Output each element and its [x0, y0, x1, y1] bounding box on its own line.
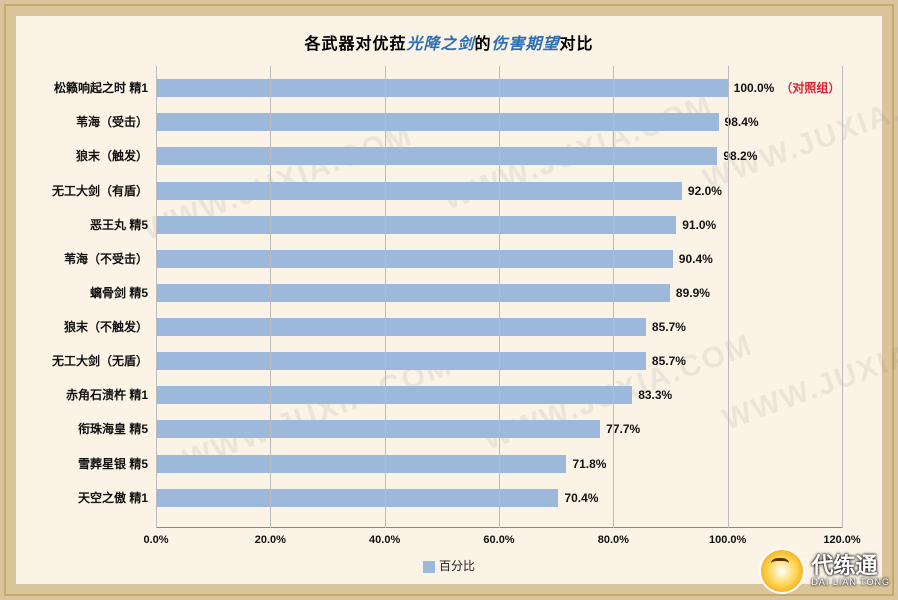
bar [156, 386, 632, 404]
bar [156, 318, 646, 336]
bar [156, 455, 566, 473]
bar-value-label: 83.3% [632, 382, 672, 408]
x-tick-label: 40.0% [369, 528, 400, 546]
bar [156, 420, 600, 438]
bar [156, 216, 676, 234]
chart-title: 各武器对优菈光降之剑的伤害期望对比 [16, 16, 882, 60]
brand-subtitle: DAI LIAN TONG [811, 577, 890, 588]
bar [156, 352, 646, 370]
bar [156, 284, 670, 302]
y-category-label: 无工大剑（无盾） [52, 348, 156, 374]
brand-badge: 代练通 DAI LIAN TONG [759, 548, 890, 594]
bar-value-label: 89.9% [670, 280, 710, 306]
y-category-label: 松籁响起之时 精1 [54, 75, 156, 101]
brand-text: 代练通 DAI LIAN TONG [811, 555, 890, 588]
title-text-b: 的 [474, 36, 491, 53]
bar [156, 182, 682, 200]
y-category-label: 衔珠海皇 精5 [78, 416, 156, 442]
title-text-c: 伤害期望 [492, 36, 560, 53]
y-category-label: 赤角石溃杵 精1 [66, 382, 156, 408]
y-category-label: 恶王丸 精5 [90, 212, 156, 238]
bar-value-label: 100.0%（对照组） [728, 75, 841, 101]
bar [156, 79, 728, 97]
legend-swatch [423, 561, 435, 573]
bar-value-label: 77.7% [600, 416, 640, 442]
y-category-label: 狼末（不触发） [64, 314, 156, 340]
title-text-a: 各武器对优菈 [304, 36, 406, 53]
bar [156, 113, 719, 131]
gridline [728, 66, 729, 528]
bar-value-label: 98.2% [717, 143, 757, 169]
outer-frame: 各武器对优菈光降之剑的伤害期望对比 WWW.JUXIA.COM WWW.JUXI… [4, 4, 894, 596]
bar [156, 147, 717, 165]
y-category-label: 无工大剑（有盾） [52, 178, 156, 204]
y-category-label: 狼末（触发） [76, 143, 156, 169]
x-tick-label: 100.0% [709, 528, 746, 546]
bar [156, 250, 673, 268]
title-highlight: 光降之剑 [406, 36, 474, 53]
y-category-label: 雪葬星银 精5 [78, 451, 156, 477]
bar-value-label: 71.8% [566, 451, 606, 477]
gridline [499, 66, 500, 528]
gridline [270, 66, 271, 528]
y-category-label: 苇海（不受击） [64, 246, 156, 272]
gridline [842, 66, 843, 528]
bar-value-label: 91.0% [676, 212, 716, 238]
plot-area: 松籁响起之时 精1100.0%（对照组）苇海（受击）98.4%狼末（触发）98.… [156, 66, 842, 528]
x-tick-label: 120.0% [823, 528, 860, 546]
y-category-label: 螭骨剑 精5 [90, 280, 156, 306]
bar-value-label: 85.7% [646, 348, 686, 374]
bar-value-label: 98.4% [719, 109, 759, 135]
x-tick-label: 60.0% [483, 528, 514, 546]
bar-value-label: 90.4% [673, 246, 713, 272]
y-category-label: 苇海（受击） [76, 109, 156, 135]
legend-label: 百分比 [439, 559, 475, 573]
x-tick-label: 80.0% [598, 528, 629, 546]
control-group-label: （对照组） [780, 81, 840, 95]
bar-value-label: 85.7% [646, 314, 686, 340]
brand-name: 代练通 [811, 555, 890, 577]
gridline [156, 66, 157, 528]
bar-value-label: 70.4% [558, 485, 598, 511]
legend: 百分比 [16, 557, 882, 574]
gridline [613, 66, 614, 528]
gridline [385, 66, 386, 528]
x-tick-label: 20.0% [255, 528, 286, 546]
title-text-d: 对比 [560, 36, 594, 53]
y-category-label: 天空之傲 精1 [78, 485, 156, 511]
x-tick-label: 0.0% [143, 528, 168, 546]
chart-panel: 各武器对优菈光降之剑的伤害期望对比 WWW.JUXIA.COM WWW.JUXI… [16, 16, 882, 584]
brand-logo-icon [759, 548, 805, 594]
bar-value-label: 92.0% [682, 178, 722, 204]
